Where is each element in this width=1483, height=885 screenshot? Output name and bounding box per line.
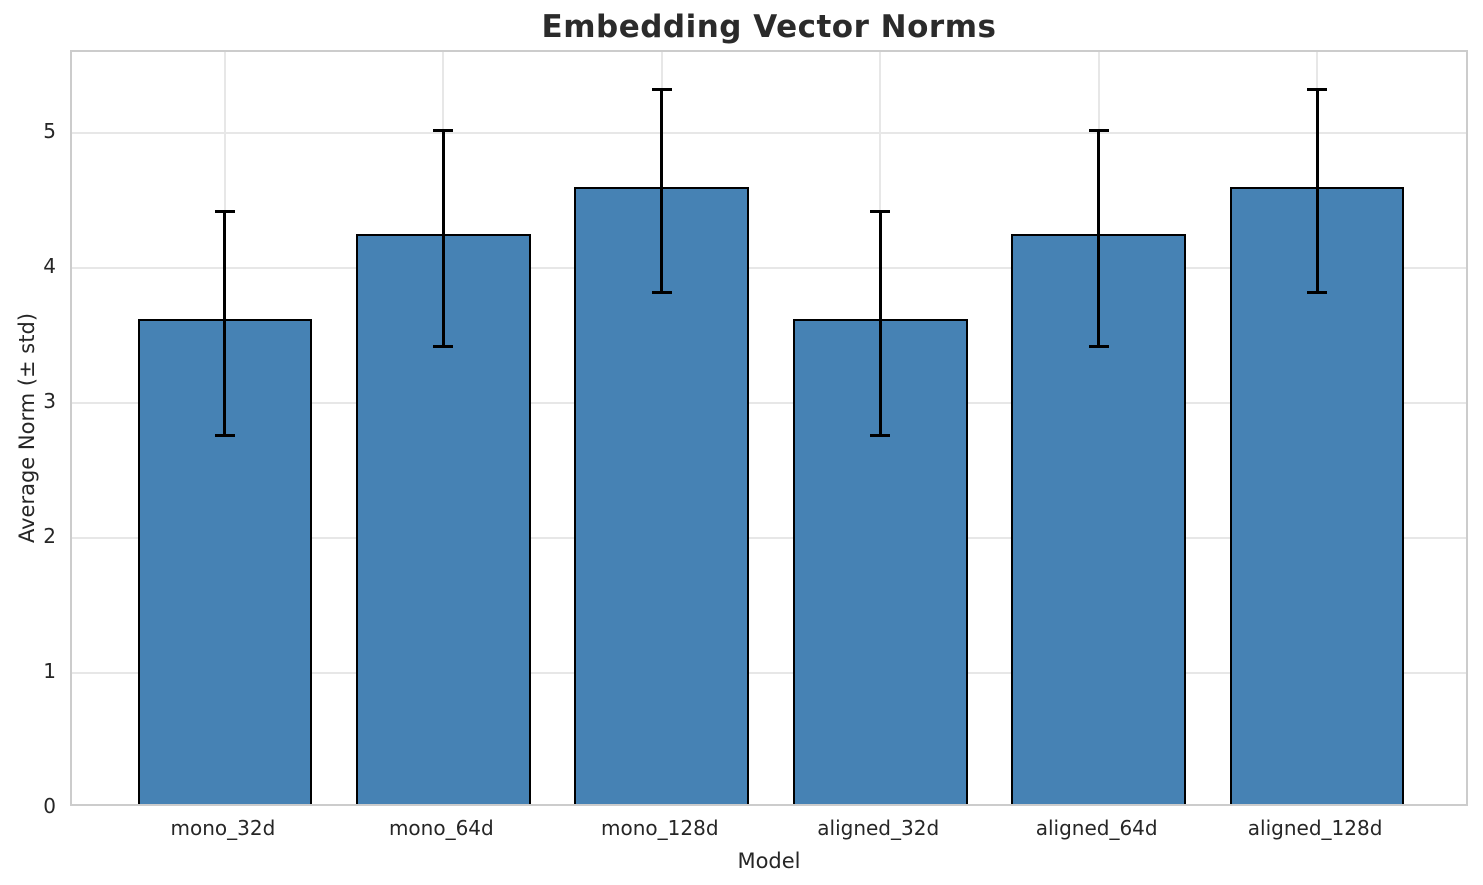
error-cap-top-mono_32d bbox=[214, 209, 235, 213]
x-tick-label-mono_32d: mono_32d bbox=[170, 816, 276, 840]
x-tick-label-mono_64d: mono_64d bbox=[388, 816, 494, 840]
error-bar-mono_128d bbox=[660, 89, 664, 293]
x-tick-label-aligned_32d: aligned_32d bbox=[817, 816, 940, 840]
y-tick-label-2: 2 bbox=[43, 524, 56, 548]
x-tick-label-aligned_128d: aligned_128d bbox=[1247, 816, 1383, 840]
error-cap-top-mono_128d bbox=[651, 88, 672, 92]
error-cap-bottom-aligned_64d bbox=[1088, 344, 1109, 348]
y-tick-label-5: 5 bbox=[43, 119, 56, 143]
y-axis-label: Average Norm (± std) bbox=[15, 312, 39, 544]
error-cap-top-aligned_64d bbox=[1088, 128, 1109, 132]
plot-area bbox=[70, 50, 1468, 806]
error-cap-top-mono_64d bbox=[433, 128, 454, 132]
error-cap-bottom-mono_32d bbox=[214, 433, 235, 437]
x-axis-label: Model bbox=[737, 849, 801, 873]
y-gridline-1 bbox=[72, 672, 1466, 674]
y-tick-label-3: 3 bbox=[43, 389, 56, 413]
error-cap-bottom-mono_64d bbox=[433, 344, 454, 348]
error-bar-mono_32d bbox=[223, 211, 227, 436]
y-gridline-5 bbox=[72, 132, 1466, 134]
y-gridline-4 bbox=[72, 267, 1466, 269]
error-cap-top-aligned_32d bbox=[870, 209, 891, 213]
error-bar-aligned_32d bbox=[878, 211, 882, 436]
x-tick-label-mono_128d: mono_128d bbox=[601, 816, 719, 840]
error-bar-aligned_128d bbox=[1315, 89, 1319, 293]
error-cap-bottom-aligned_32d bbox=[870, 433, 891, 437]
x-tick-label-aligned_64d: aligned_64d bbox=[1035, 816, 1158, 840]
y-tick-label-4: 4 bbox=[43, 254, 56, 278]
y-tick-label-0: 0 bbox=[43, 794, 56, 818]
y-gridline-3 bbox=[72, 402, 1466, 404]
error-cap-bottom-aligned_128d bbox=[1307, 290, 1328, 294]
bar-mono_32d bbox=[137, 319, 313, 804]
error-bar-mono_64d bbox=[441, 130, 445, 347]
error-cap-top-aligned_128d bbox=[1307, 88, 1328, 92]
y-gridline-2 bbox=[72, 537, 1466, 539]
error-cap-bottom-mono_128d bbox=[651, 290, 672, 294]
error-bar-aligned_64d bbox=[1097, 130, 1101, 347]
y-tick-label-1: 1 bbox=[43, 659, 56, 683]
chart-title: Embedding Vector Norms bbox=[541, 9, 997, 45]
